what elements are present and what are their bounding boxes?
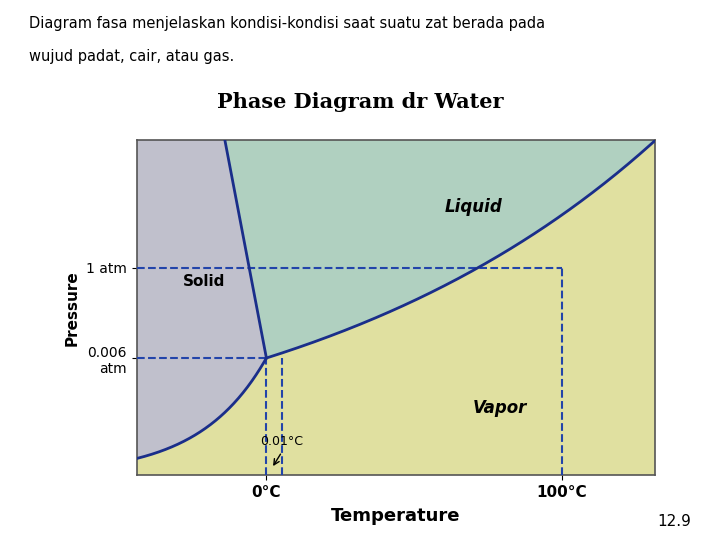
Text: Solid: Solid [183, 274, 225, 288]
Text: 12.9: 12.9 [657, 514, 691, 529]
X-axis label: Temperature: Temperature [331, 507, 461, 525]
Polygon shape [137, 140, 266, 458]
Polygon shape [225, 140, 655, 358]
Text: Liquid: Liquid [445, 198, 503, 217]
Text: Diagram fasa menjelaskan kondisi-kondisi saat suatu zat berada pada: Diagram fasa menjelaskan kondisi-kondisi… [29, 16, 545, 31]
Text: 0.01°C: 0.01°C [261, 435, 303, 448]
Text: Vapor: Vapor [472, 399, 527, 417]
Text: Phase Diagram dr Water: Phase Diagram dr Water [217, 92, 503, 112]
Polygon shape [137, 140, 655, 475]
Text: wujud padat, cair, atau gas.: wujud padat, cair, atau gas. [29, 49, 234, 64]
Y-axis label: Pressure: Pressure [64, 270, 79, 346]
